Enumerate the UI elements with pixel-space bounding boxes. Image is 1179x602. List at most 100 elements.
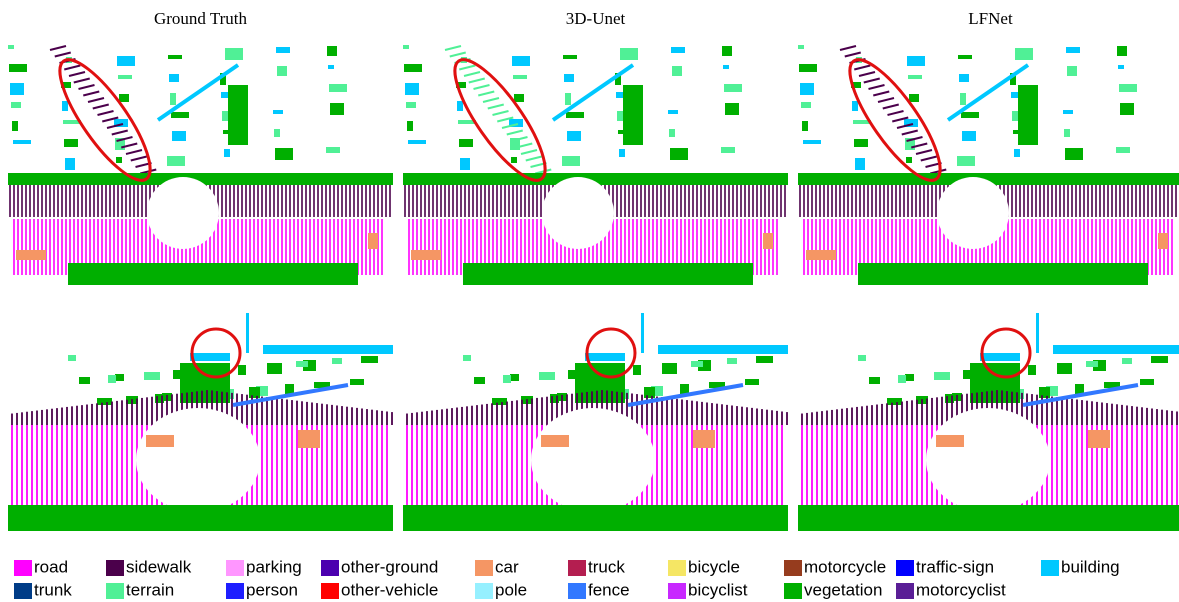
sidewalk-stripe	[469, 79, 485, 83]
sidewalk-stripe	[930, 170, 946, 174]
legend-swatch	[321, 560, 339, 576]
vegetation-cluster	[1122, 358, 1132, 364]
point-cluster	[668, 110, 678, 114]
sidewalk-stripe	[69, 72, 85, 76]
point-cluster	[909, 94, 919, 102]
legend-label: vegetation	[804, 580, 882, 599]
point-cluster	[404, 64, 422, 72]
legend-swatch	[668, 583, 686, 599]
vegetation-cluster	[474, 377, 485, 384]
vegetation-cluster	[115, 374, 124, 381]
point-cluster	[169, 74, 179, 82]
point-cluster	[11, 102, 21, 108]
legend-swatch	[896, 560, 914, 576]
point-cluster	[1119, 84, 1137, 92]
point-cluster	[672, 66, 682, 76]
vegetation-strip	[68, 263, 358, 285]
point-cluster	[958, 55, 972, 59]
vegetation-block	[1018, 85, 1038, 145]
scene-top	[798, 45, 1179, 285]
building-edge	[246, 313, 249, 353]
vegetation-cluster	[238, 365, 246, 375]
figure: Ground Truth3D-UnetLFNetroadsidewalkpark…	[0, 0, 1179, 602]
sidewalk-stripe	[873, 92, 889, 96]
vegetation-cluster	[1057, 363, 1072, 374]
sidewalk-stripe	[126, 150, 142, 154]
building-edge	[585, 353, 625, 361]
vegetation-cluster	[492, 398, 507, 405]
point-cluster	[670, 148, 688, 160]
building-edge	[658, 345, 788, 354]
car-points	[936, 435, 964, 447]
point-cluster	[512, 56, 530, 66]
point-cluster	[172, 131, 186, 141]
point-cluster	[907, 56, 925, 66]
scene-top	[8, 45, 393, 285]
legend-swatch	[106, 560, 124, 576]
point-cluster	[1064, 129, 1070, 137]
point-cluster	[565, 93, 571, 105]
sidewalk-stripe	[869, 85, 885, 89]
point-cluster	[168, 55, 182, 59]
point-cluster	[564, 74, 574, 82]
vegetation-cluster	[756, 356, 773, 363]
legend-label: fence	[588, 580, 630, 599]
car-points	[298, 430, 320, 448]
ego-void	[147, 177, 219, 249]
sidewalk-stripe	[55, 53, 71, 57]
point-cluster	[403, 45, 409, 49]
point-cluster	[803, 140, 821, 144]
legend-label: sidewalk	[126, 557, 192, 576]
vegetation-cluster	[510, 374, 519, 381]
vegetation-cluster	[644, 387, 655, 398]
point-cluster	[620, 48, 638, 60]
scene-bottom	[8, 313, 393, 531]
point-cluster	[329, 84, 347, 92]
ego-void	[542, 177, 614, 249]
legend-swatch	[226, 583, 244, 599]
vegetation-cluster	[745, 379, 759, 385]
legend-label: traffic-sign	[916, 557, 994, 576]
point-cluster	[274, 129, 280, 137]
car-points	[411, 250, 441, 260]
point-cluster	[511, 157, 517, 163]
legend-label: trunk	[34, 580, 72, 599]
car-points	[806, 250, 836, 260]
point-cluster	[961, 112, 979, 118]
sidewalk-stripe	[478, 92, 494, 96]
building-edge	[980, 353, 1020, 361]
point-cluster	[1014, 149, 1020, 157]
point-cluster	[1066, 47, 1080, 53]
sidewalk-stripe	[98, 111, 114, 115]
sidewalk-stripe	[131, 157, 147, 161]
vegetation-cluster	[905, 374, 914, 381]
point-cluster	[802, 121, 808, 131]
car-points	[1158, 233, 1168, 249]
vegetation-cluster	[1140, 379, 1154, 385]
car-points	[146, 435, 174, 447]
point-cluster	[962, 131, 976, 141]
point-cluster	[721, 147, 735, 153]
legend-swatch	[784, 560, 802, 576]
legend-swatch	[14, 560, 32, 576]
point-cluster	[1063, 110, 1073, 114]
sidewalk-stripe	[459, 66, 475, 70]
column-title: 3D-Unet	[566, 9, 626, 28]
vegetation-cluster	[727, 358, 737, 364]
point-cluster	[225, 48, 243, 60]
point-cluster	[9, 64, 27, 72]
vegetation-cluster	[350, 379, 364, 385]
legend-label: terrain	[126, 580, 174, 599]
sidewalk-stripe	[916, 150, 932, 154]
sidewalk-stripe	[921, 157, 937, 161]
scene-bottom	[403, 313, 788, 531]
legend-label: motorcyclist	[916, 580, 1006, 599]
legend-label: pole	[495, 580, 527, 599]
point-cluster	[405, 83, 419, 95]
vegetation-cluster	[858, 355, 866, 361]
point-cluster	[170, 93, 176, 105]
sidewalk-stripe	[83, 92, 99, 96]
car-points	[693, 430, 715, 448]
point-cluster	[562, 156, 580, 166]
sidewalk-stripe	[507, 131, 523, 135]
